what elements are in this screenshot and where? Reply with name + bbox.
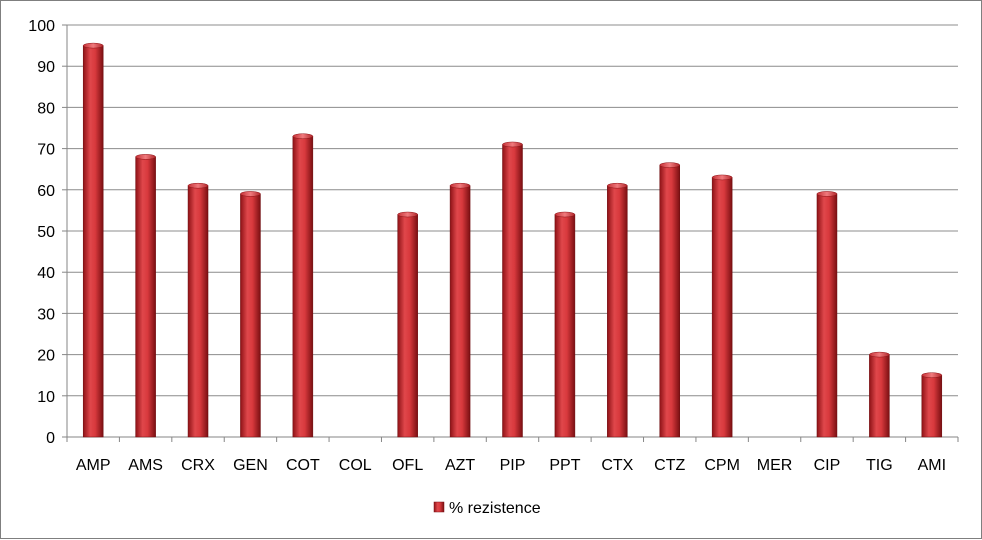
bar-cip [816, 193, 838, 438]
bar-azt [449, 185, 471, 438]
y-tick-label: 0 [46, 430, 55, 447]
bar-ctz [659, 164, 680, 438]
x-tick-label-cip: CIP [814, 457, 841, 474]
bar-crx [187, 185, 209, 438]
bar-cap-gen [240, 191, 261, 197]
bar-cap-azt [449, 182, 471, 189]
x-tick-label-ofl: OFL [392, 457, 423, 474]
bar-cap-amp [82, 42, 104, 49]
y-tick-label: 20 [37, 348, 55, 365]
bar-ctx [607, 185, 628, 438]
bar-ppt [554, 214, 576, 438]
y-tick-label: 100 [28, 18, 55, 35]
x-tick-label-pip: PIP [500, 457, 526, 474]
x-tick-label-ctx: CTX [601, 457, 633, 474]
legend-label: % rezistence [449, 500, 541, 517]
bar-cap-tig [869, 351, 890, 358]
x-tick-label-ppt: PPT [549, 457, 580, 474]
bar-cap-cot [292, 133, 314, 139]
legend-swatch [433, 501, 445, 513]
x-tick-label-ams: AMS [128, 457, 163, 474]
bar-cap-ams [135, 154, 156, 160]
bar-tig [869, 354, 890, 438]
bar-cap-ppt [554, 211, 576, 218]
bars [82, 42, 943, 438]
x-tick-label-azt: AZT [445, 457, 475, 474]
bar-gen [240, 193, 261, 438]
bar-ofl [397, 214, 418, 438]
x-tick-label-tig: TIG [866, 457, 893, 474]
x-tick-label-ami: AMI [918, 457, 946, 474]
bar-ami [921, 374, 943, 438]
y-tick-label: 30 [37, 306, 55, 323]
y-tick-label: 60 [37, 183, 55, 200]
y-tick-label: 40 [37, 265, 55, 282]
bar-cap-ami [921, 372, 943, 378]
legend: % rezistence [433, 500, 541, 517]
x-tick-label-crx: CRX [181, 457, 215, 474]
bar-amp [82, 45, 104, 438]
bar-cap-cpm [711, 174, 733, 181]
bar-cap-ctx [607, 182, 628, 189]
x-tick-label-cpm: CPM [704, 457, 740, 474]
y-tick-label: 80 [37, 100, 55, 117]
y-tick-label: 90 [37, 59, 55, 76]
x-tick-label-cot: COT [286, 457, 320, 474]
x-axis-tick-labels: AMP AMS CRX GEN COT COL OFL AZT PIP PPT CTX CTZ CPM M… [76, 457, 946, 474]
bar-cap-crx [187, 182, 209, 189]
bar-cot [292, 135, 314, 438]
x-tick-label-amp: AMP [76, 457, 111, 474]
y-tick-label: 70 [37, 142, 55, 159]
bar-cap-ofl [397, 211, 418, 218]
bar-cap-ctz [659, 162, 680, 168]
bar-cap-pip [502, 141, 523, 148]
bar-cap-cip [816, 191, 838, 197]
y-tick-label: 50 [37, 224, 55, 241]
x-tick-label-mer: MER [757, 457, 793, 474]
bar-pip [502, 144, 523, 438]
y-tick-label: 10 [37, 389, 55, 406]
bar-cpm [711, 177, 733, 438]
bar-ams [135, 156, 156, 438]
x-tick-label-col: COL [339, 457, 372, 474]
x-tick-label-ctz: CTZ [654, 457, 685, 474]
x-tick-label-gen: GEN [233, 457, 268, 474]
y-axis-tick-labels: 0 10 20 30 40 50 60 70 80 90 100 [28, 18, 55, 447]
